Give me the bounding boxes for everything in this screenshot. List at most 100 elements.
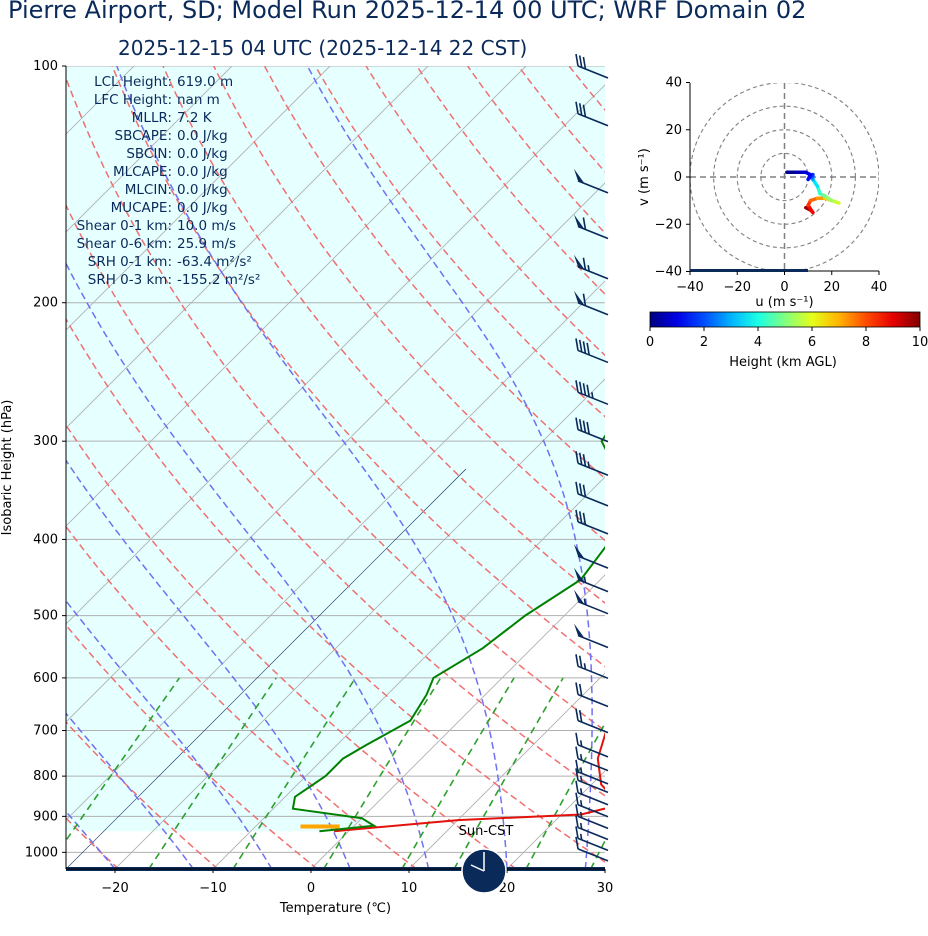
wind-barb-half <box>579 833 583 841</box>
wind-barb <box>575 759 609 785</box>
colorbar-tick-label: 2 <box>700 335 708 350</box>
wind-barb-feather <box>582 293 587 306</box>
wind-barb-staff <box>577 428 609 443</box>
clock-hour-hand <box>470 864 485 872</box>
wind-barb-feather <box>578 452 583 465</box>
dewpoint-profile <box>291 434 605 833</box>
wind-barb-feather <box>582 341 587 354</box>
wind-barb-feather <box>578 709 583 723</box>
wind-barb <box>575 682 609 708</box>
isotherm-line <box>66 66 331 331</box>
wind-barb <box>574 544 609 569</box>
wind-barb-feather <box>575 708 579 721</box>
hodograph-area <box>690 83 879 271</box>
index-label: MLCAPE: <box>113 164 172 180</box>
index-value: 0.0 J/kg <box>177 146 228 162</box>
y-tick-label: 800 <box>33 769 58 784</box>
colorbar-tick-label: 4 <box>754 335 762 350</box>
wind-barb-feather <box>578 483 583 496</box>
wind-barb-staff <box>577 837 609 852</box>
colorbar-tick-label: 10 <box>912 335 928 350</box>
x-tick-label: 10 <box>401 881 418 896</box>
wind-barb-feather <box>575 759 579 772</box>
wind-barb-flag <box>574 567 585 583</box>
hodograph-x-tick-label: 20 <box>823 280 840 295</box>
wind-barb-half <box>579 775 583 782</box>
dry-adiabat <box>263 66 605 480</box>
wind-barb-half <box>579 811 583 818</box>
wind-barb-feather <box>575 654 579 667</box>
wind-barb-feather <box>575 815 579 828</box>
wind-barb <box>574 254 609 280</box>
dry-adiabat <box>213 66 605 542</box>
wind-barb-feather <box>578 418 583 432</box>
mixing-ratio-line <box>453 677 564 869</box>
index-value: -63.4 m²/s² <box>177 254 252 270</box>
moist-adiabat <box>116 66 508 869</box>
wind-barb-staff <box>577 757 609 772</box>
index-value: 0.0 J/kg <box>177 128 228 144</box>
dry-adiabat <box>66 623 318 869</box>
isotherm-line <box>66 182 605 723</box>
isotherm-line <box>114 378 605 869</box>
wind-barb-feather <box>575 338 579 351</box>
colorbar-tick-label: 6 <box>808 335 816 350</box>
hodograph-y-tick-label: 0 <box>674 170 682 185</box>
dry-adiabat <box>111 66 605 668</box>
wind-barb-feather <box>586 421 590 435</box>
index-value: 25.9 m/s <box>177 236 236 252</box>
colorbar-label: Height (km AGL) <box>729 355 837 370</box>
wind-barb <box>575 509 609 535</box>
reference-line <box>66 468 467 869</box>
wind-barb-staff <box>577 65 609 79</box>
wind-barb <box>575 101 609 127</box>
wind-barb-feather <box>575 732 579 745</box>
wind-barb-feather <box>578 683 583 697</box>
wind-barb-half <box>579 753 583 761</box>
wind-barb-half <box>583 663 587 670</box>
wind-barb <box>575 380 609 406</box>
wind-barb-staff <box>577 391 609 406</box>
wind-barb-staff <box>577 826 609 841</box>
wind-barb-half <box>579 788 583 795</box>
dry-adiabat <box>66 317 605 863</box>
wind-barb-feather <box>586 384 590 397</box>
isotherm-line <box>66 66 233 233</box>
dry-adiabat <box>66 423 517 869</box>
wind-barb <box>574 290 609 316</box>
wind-barb-half <box>587 265 590 272</box>
wind-barb-staff <box>577 779 609 794</box>
wind-barb-staff <box>577 719 609 734</box>
index-label: MLLR: <box>132 110 172 126</box>
y-tick-label: 400 <box>33 532 58 547</box>
y-tick-label: 300 <box>33 434 58 449</box>
wind-barb <box>575 792 609 818</box>
wind-barb-half <box>579 800 583 807</box>
wind-barb-half <box>579 740 583 747</box>
dry-adiabat <box>365 66 605 357</box>
wind-barb-staff <box>577 493 609 507</box>
y-tick-label: 100 <box>33 59 58 74</box>
mixing-ratio-line <box>525 721 605 869</box>
dry-adiabat <box>66 203 605 797</box>
mixing-ratio-line <box>589 839 605 869</box>
parcel-shade <box>66 66 605 832</box>
mixing-ratio-line <box>323 677 442 869</box>
wind-barb-feather <box>575 792 579 805</box>
mixing-ratio-line <box>638 678 735 869</box>
wind-barb-feather <box>575 804 579 817</box>
wind-barb-feather <box>578 103 583 116</box>
wind-barb-feather <box>582 104 587 117</box>
dry-adiabat <box>568 66 605 112</box>
index-label: LFC Height: <box>94 92 172 108</box>
mixing-ratio-line <box>401 677 515 869</box>
hodograph-x-tick-label: −40 <box>676 280 703 295</box>
wind-barb-flag <box>574 544 585 559</box>
wind-barb-feather <box>575 451 579 464</box>
y-tick-label: 600 <box>33 671 58 686</box>
clock-label: Sun-CST <box>459 824 514 839</box>
y-tick-label: 200 <box>33 296 58 311</box>
colorbar <box>649 311 921 328</box>
wind-barb-feather <box>582 454 587 467</box>
isotherm-line <box>310 574 605 869</box>
